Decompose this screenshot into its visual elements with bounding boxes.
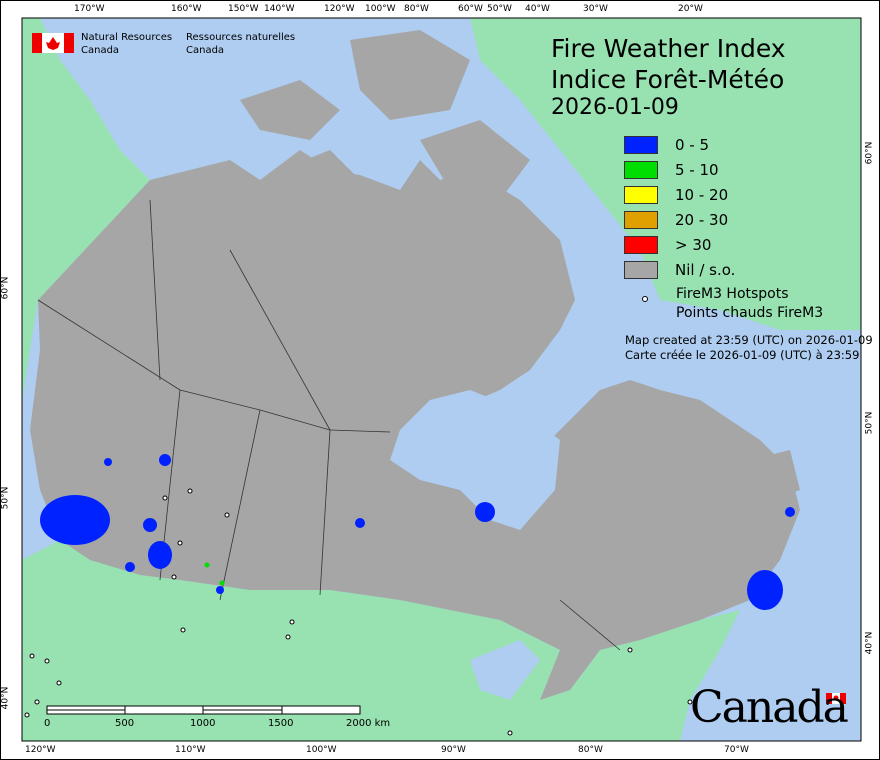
hotspot-label-fr: Points chauds FireM3 xyxy=(676,305,824,321)
map-frame xyxy=(21,17,862,742)
arctic-island xyxy=(240,80,340,140)
hudson-bay xyxy=(400,390,560,530)
top-tick: 80°W xyxy=(404,4,429,14)
bottom-tick: 90°W xyxy=(441,745,466,755)
top-tick: 60°W xyxy=(458,4,483,14)
scale-label: 0 xyxy=(44,718,51,729)
top-tick: 40°W xyxy=(525,4,550,14)
nrcan-en: Natural Resources Canada xyxy=(81,32,173,56)
great-lakes xyxy=(470,640,540,700)
top-tick: 50°W xyxy=(487,4,512,14)
scale-label: 2000 km xyxy=(346,718,391,729)
victoria-island xyxy=(280,150,360,200)
top-tick: 160°W xyxy=(171,4,202,14)
bottom-tick: 100°W xyxy=(306,745,337,755)
legend-item: 10 - 20 xyxy=(624,185,728,205)
canada-flag-icon xyxy=(32,33,846,704)
legend-item: > 30 xyxy=(624,235,711,255)
legend-item: Nil / s.o. xyxy=(624,260,735,280)
bottom-tick: 120°W xyxy=(25,745,56,755)
ellesmere-island xyxy=(350,30,470,120)
top-tick: 120°W xyxy=(324,4,355,14)
bottom-tick: 70°W xyxy=(724,745,749,755)
scale-label: 1500 xyxy=(268,718,294,729)
fwi-patches xyxy=(40,454,795,610)
greenland xyxy=(470,18,861,330)
legend-item: 20 - 30 xyxy=(624,210,728,230)
top-tick: 140°W xyxy=(264,4,295,14)
nrcan-fr: Ressources naturelles Canada xyxy=(186,32,296,56)
top-tick: 30°W xyxy=(583,4,608,14)
hotspot-label-en: FireM3 Hotspots xyxy=(676,286,789,302)
created-en: Map created at 23:59 (UTC) on 2026-01-09 xyxy=(625,333,873,347)
title-en: Fire Weather Index xyxy=(551,34,786,63)
hotspot-legend-marker xyxy=(642,296,648,302)
legend-item: 5 - 10 xyxy=(624,160,719,180)
map-date: 2026-01-09 xyxy=(551,95,679,120)
alaska xyxy=(22,18,150,400)
baffin-island xyxy=(420,120,530,200)
canada-wordmark: Canada xyxy=(690,682,849,733)
fwi-patch-green xyxy=(219,580,225,586)
created-fr: Carte créée le 2026-01-09 (UTC) à 23:59 xyxy=(625,348,860,362)
top-tick: 170°W xyxy=(74,4,105,14)
united-states xyxy=(22,540,740,741)
title-fr: Indice Forêt-Météo xyxy=(551,65,785,94)
province-borders xyxy=(37,199,621,651)
scale-label: 500 xyxy=(115,718,135,729)
bottom-tick: 80°W xyxy=(578,745,603,755)
legend-item: 0 - 5 xyxy=(624,135,709,155)
top-tick: 100°W xyxy=(365,4,396,14)
top-tick: 150°W xyxy=(228,4,259,14)
hotspots xyxy=(24,488,693,736)
bottom-tick: 110°W xyxy=(175,745,206,755)
newfoundland xyxy=(750,450,800,500)
top-tick: 20°W xyxy=(678,4,703,14)
fwi-patch-green xyxy=(204,562,210,568)
scale-bar xyxy=(46,705,361,715)
scale-label: 1000 xyxy=(190,718,216,729)
